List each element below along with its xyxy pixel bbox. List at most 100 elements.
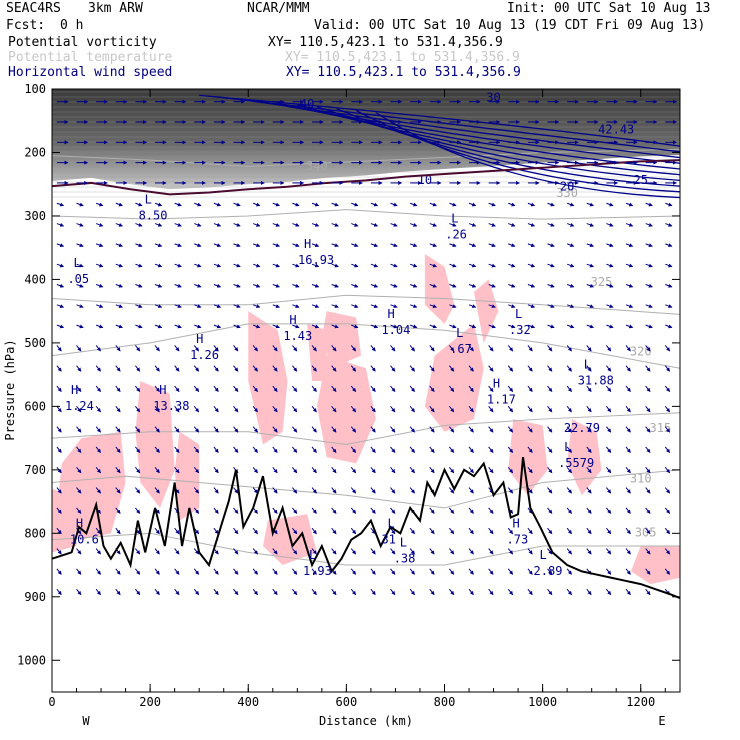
wind-vector [488,263,496,268]
wind-vector [507,568,514,575]
wind-vector [95,588,101,596]
theta-contour-label: 325 [591,275,613,289]
wind-vector [135,588,141,596]
wind-vector [56,365,62,372]
wind-vector [664,365,671,372]
pv-extremum-letter: L [540,548,547,562]
pv-shading [473,279,499,343]
wind-vector [664,466,671,474]
wind-vector [370,426,376,433]
wind-vector [449,243,457,248]
wind-vector [174,283,182,288]
wind-vector [645,222,653,227]
wind-vector [135,487,141,494]
wind-vector [409,568,415,575]
wind-vector [193,446,200,453]
wind-vector [507,345,514,352]
wind-vector [586,222,594,227]
wind-vector [468,345,474,352]
wind-vector [331,406,337,413]
plot-frame [51,88,681,693]
wind-vector [76,466,82,474]
pv-extremum-value: 31 [381,532,395,546]
wind-vector [193,548,200,555]
wind-vector [174,243,182,248]
wind-vector [449,527,455,535]
wind-vector [272,466,278,474]
wind-vector [154,324,163,329]
wind-vector [527,568,533,575]
wind-vector [95,446,101,453]
wind-vector [252,222,261,227]
wind-vector [115,588,121,596]
wind-vector [606,263,614,268]
wind-vector [292,324,300,329]
wind-vector [625,487,631,494]
wind-vector [135,222,143,227]
wind-vector [507,385,514,393]
wind-vector [272,426,278,433]
wind-vector [409,466,415,474]
wind-vector [56,406,62,413]
wind-vector [449,304,457,308]
wind-vector [76,243,84,248]
wind-vector [233,365,239,372]
wind-vector [547,243,555,248]
wind-vector [311,243,320,248]
wind-vector [645,202,653,207]
wind-vector [252,426,258,433]
wind-vector [233,324,241,329]
pv-extremum-value: .32 [509,323,531,337]
wind-vector [135,365,141,372]
wind-vector [331,263,339,268]
pv-extremum-letter: L [400,535,407,549]
wind-vector [154,283,163,288]
wind-vector [586,202,594,207]
wind-vector [449,426,455,433]
wind-vector [76,426,82,433]
wind-vector [390,385,396,393]
wind-vector [351,263,359,268]
wind-vector [272,406,278,413]
theta-contour-label: 310 [630,472,652,486]
wind-vector [606,507,612,514]
wind-vector [115,263,123,268]
wind-vector [154,202,163,207]
wind-vector [311,263,320,268]
wind-vector [488,365,494,372]
wind-vector [115,283,123,288]
x-tick-label: 600 [336,695,358,709]
wind-vector [488,446,494,453]
pv-extremum-letter: H [304,237,311,251]
wind-vector [527,406,533,413]
pv-shading [316,355,376,464]
wind-vector [95,426,101,433]
wind-vector [154,548,160,555]
wind-vector [174,304,182,308]
wind-vector [664,406,671,413]
wind-contour-label: 30 [486,91,500,105]
pv-extremum-value: .5579 [558,456,594,470]
wind-vector [252,568,258,575]
wind-vector [547,283,555,288]
wind-vector [370,446,376,453]
terrain-line [52,457,680,599]
pv-shading [135,380,175,508]
wind-vector [468,466,474,474]
wind-vector [292,487,298,494]
wind-vector [135,283,143,288]
wind-vector [566,548,572,555]
wind-vector [547,507,553,514]
wind-vector [331,304,339,308]
wind-vector [115,202,123,207]
wind-vector [154,588,160,596]
wind-vector [115,243,123,248]
wind-vector [645,588,651,596]
wind-vector [115,426,121,433]
wind-vector [154,487,160,494]
wind-vector [429,263,437,268]
pv-extremum-letter: L [564,440,571,454]
wind-vector [76,283,84,288]
wind-vector [606,527,612,535]
